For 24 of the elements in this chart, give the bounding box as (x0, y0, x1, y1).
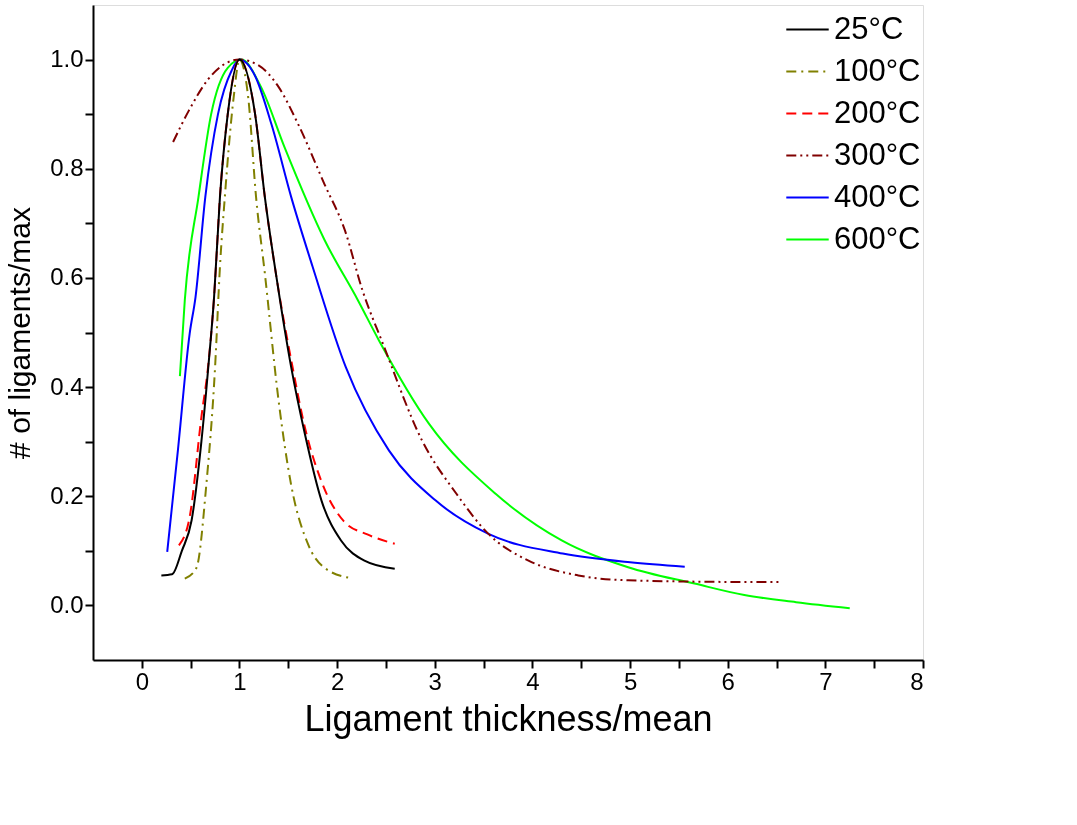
y-tick-label: 0.4 (50, 372, 84, 400)
y-axis-title: # of ligaments/max (3, 207, 37, 459)
y-tick-label: 0.8 (50, 154, 84, 182)
x-tick-label: 0 (135, 667, 149, 695)
legend-label: 200°C (834, 94, 921, 130)
x-tick-label: 7 (819, 667, 833, 695)
x-tick-label: 5 (623, 667, 638, 695)
x-tick-label: 8 (910, 667, 924, 695)
legend-label: 400°C (834, 178, 921, 214)
y-tick-label: 0.2 (50, 481, 84, 509)
x-tick-label: 2 (330, 667, 345, 695)
legend-label: 600°C (834, 220, 921, 256)
x-tick-label: 3 (428, 667, 442, 695)
x-axis-title: Ligament thickness/mean (304, 697, 713, 739)
y-tick-label: 0.0 (50, 590, 84, 618)
legend-label: 100°C (834, 52, 921, 88)
x-tick-label: 4 (526, 667, 540, 695)
x-tick-label: 1 (233, 667, 247, 695)
y-tick-label: 0.6 (50, 263, 84, 291)
legend-label: 300°C (834, 136, 921, 172)
legend-label: 25°C (834, 10, 904, 46)
x-tick-label: 6 (721, 667, 735, 695)
line-series (166, 58, 686, 568)
y-tick-label: 1.0 (50, 45, 84, 73)
